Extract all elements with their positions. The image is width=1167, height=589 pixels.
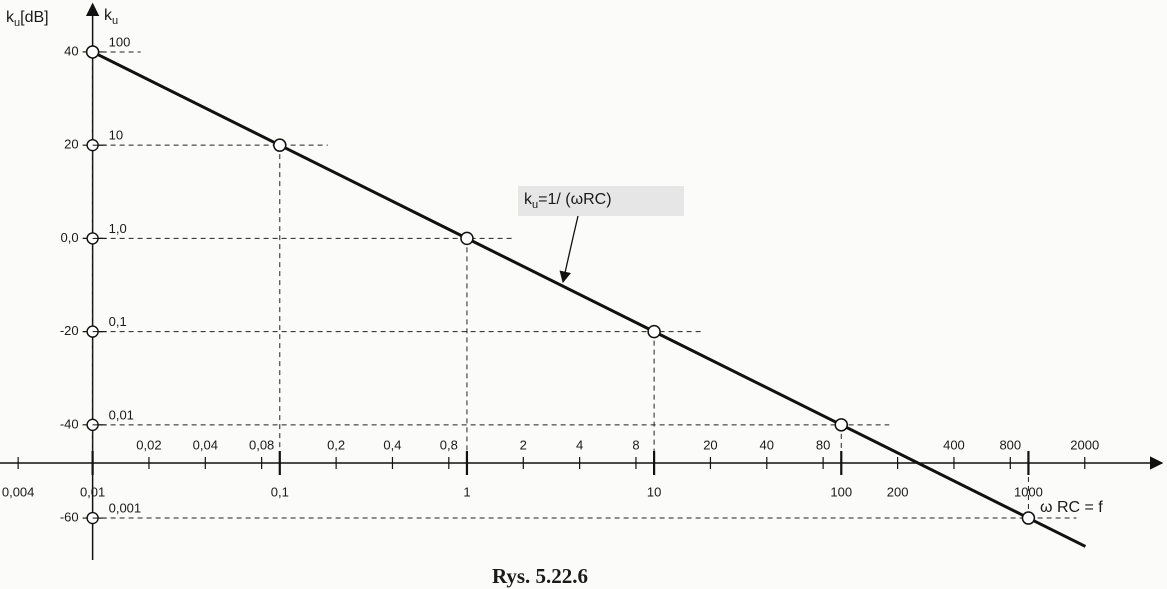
- y-tick-label: 20: [64, 137, 78, 152]
- annotation-subscript: u: [532, 199, 538, 211]
- y2-label-symbol: k: [104, 7, 113, 24]
- data-point: [1021, 511, 1036, 525]
- x-tick-label: 0,4: [383, 437, 401, 452]
- x-tick-label: 0,01: [80, 484, 105, 499]
- chart-title: Rys. 5.22.6: [492, 564, 588, 588]
- x-tick-label: 0,02: [136, 437, 161, 452]
- x-tick-label: 1000: [1014, 484, 1043, 499]
- x-tick-label: 2: [520, 437, 527, 452]
- y-tick-label: -40: [60, 416, 79, 431]
- y-label-symbol: k: [6, 9, 15, 26]
- annotation-arrow: [559, 215, 579, 284]
- annotation-box: [518, 186, 684, 216]
- y-axis-label: ku[dB]: [6, 9, 49, 29]
- x-tick-label: 10: [647, 484, 661, 499]
- x-tick-label: 4: [576, 437, 583, 452]
- data-point: [460, 231, 474, 246]
- x-tick-label: 200: [887, 484, 909, 499]
- x-tick-label: 400: [943, 437, 965, 452]
- x-tick-label: 40: [760, 437, 774, 452]
- x-tick-label: 2000: [1070, 437, 1099, 452]
- x-tick-label: 100: [830, 484, 852, 499]
- data-point: [647, 324, 661, 339]
- x-tick-label: 0,1: [271, 484, 289, 499]
- x-tick-label: 1: [463, 484, 470, 499]
- y-tick-label: 0,0: [61, 230, 79, 245]
- y2-tick-label: 0,001: [109, 501, 142, 516]
- y2-axis-label: ku: [104, 7, 118, 27]
- data-point: [85, 45, 100, 59]
- y2-tick-label: 0,1: [109, 314, 127, 329]
- y2-tick-label: 10: [109, 128, 123, 143]
- x-tick-label: 80: [816, 437, 830, 452]
- x-tick-label: 0,08: [249, 437, 274, 452]
- y2-label-subscript: u: [112, 15, 118, 27]
- data-point: [834, 418, 849, 432]
- x-tick-label: 20: [703, 437, 717, 452]
- x-tick-label: 0,04: [193, 437, 218, 452]
- y-tick-label: -60: [60, 509, 79, 524]
- annotation-text: =1/ (ωRC): [538, 191, 611, 208]
- y-label-unit: [dB]: [20, 9, 48, 26]
- x-tick-label: 800: [999, 437, 1021, 452]
- y2-tick-label: 100: [109, 34, 131, 49]
- y-tick-label: -20: [60, 323, 79, 338]
- line-extension: [1027, 516, 1087, 548]
- annotation-symbol: k: [524, 191, 533, 208]
- x-tick-label: 0,8: [440, 437, 458, 452]
- data-point: [273, 138, 287, 152]
- series-line: [91, 50, 1030, 520]
- y2-tick-label: 0,01: [109, 407, 134, 422]
- y-tick-label: 40: [64, 43, 78, 58]
- x-tick-label: 0,2: [327, 437, 345, 452]
- x-tick-label: 0,004: [2, 484, 35, 499]
- x-axis-label: ω RC = f: [1040, 499, 1103, 516]
- y2-tick-label: 1,0: [109, 221, 127, 236]
- annotation: ku=1/ (ωRC): [524, 191, 612, 211]
- y-label-subscript: u: [14, 17, 20, 29]
- x-tick-label: 8: [632, 437, 639, 452]
